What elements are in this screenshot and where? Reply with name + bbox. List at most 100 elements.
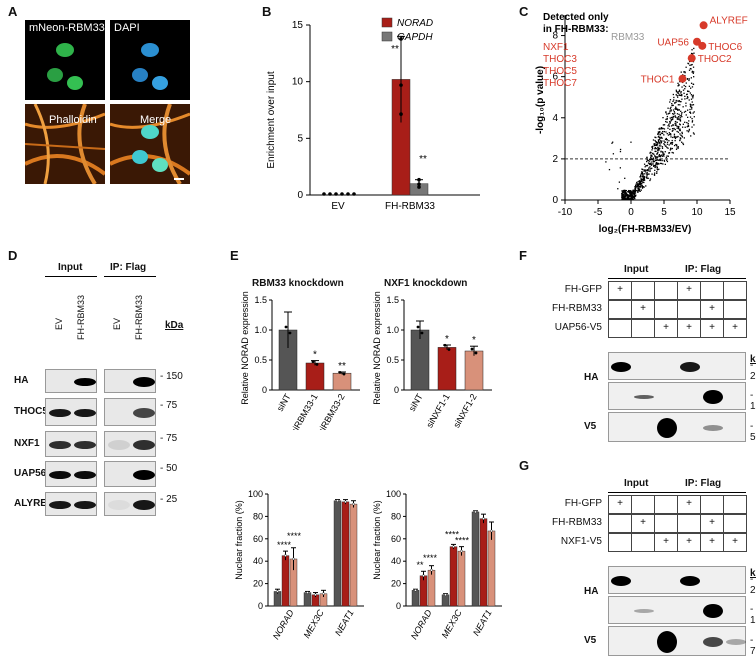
c-point <box>671 102 673 105</box>
d-blot-ip-thoc5 <box>104 398 156 426</box>
c-point <box>669 110 671 112</box>
c-point <box>669 121 671 123</box>
d-band <box>133 470 155 480</box>
chart-c-xlabel: log₂(FH-RBM33/EV) <box>599 224 692 235</box>
c-point <box>653 143 655 145</box>
c-point <box>629 195 631 198</box>
c-point <box>674 112 676 114</box>
c-point <box>630 192 632 194</box>
c-point <box>661 146 664 148</box>
c-point <box>687 125 690 128</box>
c-point <box>692 71 695 73</box>
c-point <box>633 189 635 192</box>
c-point <box>634 189 636 191</box>
box-item-thoc7: THOC7 <box>543 78 577 89</box>
panel-g-cell: + <box>608 495 632 514</box>
c-point <box>646 177 648 179</box>
c-point <box>639 181 641 184</box>
c-point <box>674 128 676 131</box>
c-point <box>670 136 672 138</box>
c-point <box>622 192 624 194</box>
c-point <box>672 152 675 154</box>
c-point <box>655 159 658 161</box>
b-point <box>346 192 350 196</box>
c-point <box>640 189 642 191</box>
c-point <box>663 128 666 130</box>
c-point <box>650 157 652 159</box>
c-point <box>681 86 683 88</box>
c-point <box>676 108 679 110</box>
c-point <box>652 145 654 148</box>
c-point <box>656 164 658 166</box>
c-point <box>662 127 664 130</box>
e-xtick-label: siRBM33-1 <box>289 392 320 430</box>
c-point <box>666 143 669 145</box>
c-point <box>652 160 655 162</box>
c-point <box>667 155 669 157</box>
e-point <box>447 348 451 351</box>
c-point <box>647 159 649 162</box>
c-point <box>649 168 652 170</box>
panel-f-cell: + <box>608 281 632 300</box>
c-point <box>639 180 641 182</box>
c-point <box>674 139 676 142</box>
c-point <box>684 121 686 123</box>
c-point <box>657 133 659 135</box>
c-point <box>663 134 665 136</box>
chart-c-points <box>605 47 695 201</box>
chart-c-box: Detected only in FH-RBM33: RBM33 NXF1 TH… <box>543 12 645 89</box>
c-point <box>654 155 656 157</box>
c-point <box>634 186 636 188</box>
c-point <box>667 107 669 109</box>
c-point <box>656 163 658 165</box>
c-point <box>625 195 627 198</box>
c-point <box>637 185 639 187</box>
c-point <box>633 192 636 194</box>
e-ytick-label: 20 <box>253 579 263 589</box>
panel-g-blot-0 <box>608 566 746 594</box>
c-point <box>634 192 637 194</box>
c-point <box>656 162 658 164</box>
panel-g-cell: + <box>723 533 747 552</box>
b-ytick-label: 0 <box>297 190 303 201</box>
c-point <box>649 170 651 172</box>
c-point <box>676 147 678 149</box>
c-point <box>636 181 638 184</box>
mneon-nuclei <box>47 43 83 90</box>
c-point <box>621 197 624 200</box>
e-title-left: RBM33 knockdown <box>252 278 344 289</box>
c-point <box>637 189 640 191</box>
c-point <box>612 141 614 143</box>
e-point <box>474 351 478 355</box>
c-point <box>689 108 691 111</box>
c-point <box>635 183 637 185</box>
c-point <box>667 127 669 129</box>
c-point <box>656 172 658 174</box>
d-marker: - 150 <box>160 371 183 382</box>
c-point <box>656 171 658 173</box>
c-point <box>653 172 656 174</box>
c-point <box>689 87 692 89</box>
c-point <box>659 137 661 139</box>
c-point <box>678 84 680 86</box>
e-sig: ** <box>338 361 346 372</box>
c-point <box>691 70 694 73</box>
e-bar-sirbm33-2 <box>332 372 352 391</box>
c-point <box>644 171 647 173</box>
c-point <box>641 179 643 182</box>
c-point <box>676 121 678 124</box>
c-point <box>655 142 658 144</box>
c-point <box>632 197 635 199</box>
c-point <box>643 163 646 165</box>
c-point <box>651 147 654 150</box>
c-point <box>691 117 693 120</box>
panel-f-kda: kDa <box>750 354 756 365</box>
chart-b-bars <box>322 35 429 196</box>
c-point <box>678 125 680 128</box>
c-point <box>659 159 661 162</box>
c-point <box>639 176 642 178</box>
c-point <box>684 110 687 113</box>
box-item-thoc5: THOC5 <box>543 66 577 77</box>
c-point <box>687 122 689 125</box>
c-point <box>671 118 674 121</box>
